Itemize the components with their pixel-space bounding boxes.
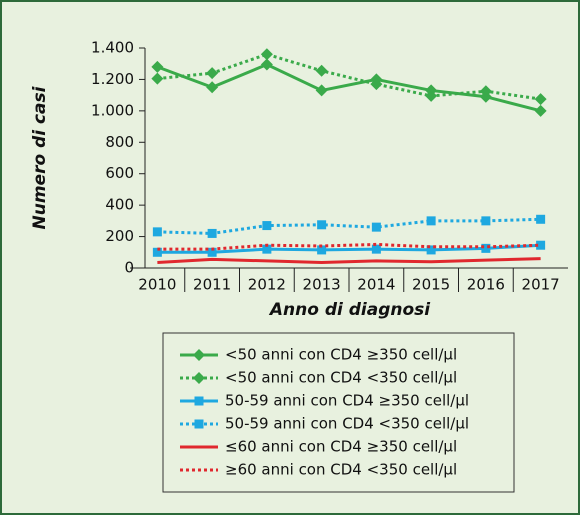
legend-label: <50 anni con CD4 ≥350 cell/µl [225, 346, 457, 364]
x-tick-label: 2014 [357, 276, 395, 294]
marker [315, 84, 328, 97]
marker [194, 396, 204, 406]
marker [260, 48, 273, 61]
y-tick-label: 400 [105, 196, 134, 214]
legend-label: ≤60 anni con CD4 ≥350 cell/µl [225, 438, 457, 456]
marker [262, 244, 272, 254]
x-tick-label: 2015 [412, 276, 450, 294]
marker [534, 104, 547, 117]
marker [317, 220, 327, 230]
marker [152, 247, 162, 257]
legend-label: 50-59 anni con CD4 <350 cell/µl [225, 415, 469, 433]
y-tick-label: 600 [105, 164, 134, 182]
marker [193, 372, 205, 384]
marker [481, 216, 491, 226]
marker [207, 247, 217, 257]
legend-box [162, 332, 515, 493]
marker [536, 214, 546, 224]
series-line [157, 243, 541, 254]
marker [151, 72, 164, 85]
marker [479, 85, 492, 98]
marker [371, 244, 381, 254]
marker [536, 240, 546, 250]
x-tick-label: 2010 [138, 276, 176, 294]
y-axis-label: Numero di casi [30, 85, 50, 229]
marker [425, 89, 438, 102]
marker [260, 58, 273, 71]
marker [534, 93, 547, 106]
marker [151, 60, 164, 73]
y-tick-label: 800 [105, 133, 134, 151]
marker [152, 227, 162, 237]
y-tick-label: 0 [124, 259, 134, 277]
y-tick-label: 200 [105, 227, 134, 245]
x-tick-label: 2013 [303, 276, 341, 294]
series-line [157, 217, 541, 235]
series-line [156, 62, 542, 113]
x-tick-label: 2016 [467, 276, 505, 294]
series-line [157, 257, 541, 265]
marker [206, 67, 219, 80]
marker [206, 81, 219, 94]
marker [371, 222, 381, 232]
marker [262, 221, 272, 231]
y-tick-label: 1.000 [91, 101, 134, 119]
x-axis-label: Anno di diagnosi [268, 300, 431, 320]
legend-label: ≥60 anni con CD4 <350 cell/µl [225, 461, 457, 479]
marker [481, 243, 491, 253]
y-tick-label: 1.200 [91, 70, 134, 88]
x-tick-label: 2012 [248, 276, 286, 294]
marker [207, 228, 217, 238]
marker [194, 419, 204, 429]
y-tick-label: 1.400 [91, 39, 134, 57]
marker [370, 78, 383, 91]
series-line [157, 242, 541, 251]
marker [426, 216, 436, 226]
marker [193, 349, 205, 361]
marker [317, 245, 327, 255]
marker [426, 245, 436, 255]
x-tick-label: 2011 [193, 276, 231, 294]
marker [315, 64, 328, 77]
legend-label: 50-59 anni con CD4 ≥350 cell/µl [225, 392, 469, 410]
series-line [157, 52, 541, 101]
legend-label: <50 anni con CD4 <350 cell/µl [225, 369, 457, 387]
x-tick-label: 2017 [522, 276, 560, 294]
